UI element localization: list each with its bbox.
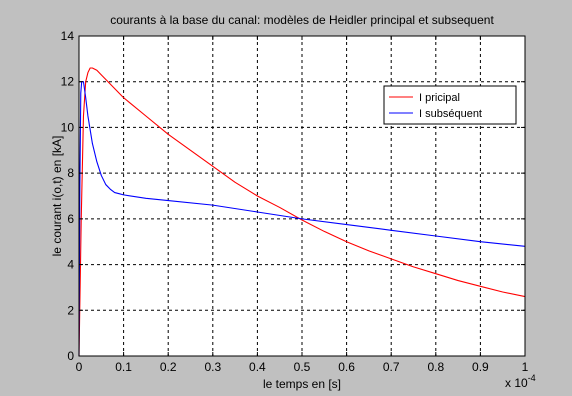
legend-box [383,85,517,125]
series-layer [78,67,526,357]
y-tick-label: 14 [61,29,75,43]
series-line-principal [78,67,526,357]
y-tick-label: 12 [61,75,75,89]
y-axis-title: le courant i(o,t) en [kA] [50,136,64,257]
y-tick-label: 4 [67,258,74,272]
x-multiplier: x 10-4 [505,373,536,390]
y-tick-label: 0 [67,349,74,363]
series-line-subsequent [78,81,526,357]
x-tick-label: 0.7 [383,360,400,374]
x-tick-label: 0.4 [249,360,266,374]
legend: I pricipal I subséquent [383,85,517,125]
y-tick-label: 6 [67,212,74,226]
y-tick-label: 10 [61,120,75,134]
x-tick-label: 0.3 [204,360,221,374]
x-axis-title: le temps en [s] [263,377,341,391]
x-tick-label: 1 [522,360,529,374]
x-tick-label: 0.2 [160,360,177,374]
x-tick-label: 0.8 [427,360,444,374]
y-tick-label: 8 [67,166,74,180]
x-multiplier-exponent: -4 [528,373,536,383]
x-tick-label: 0 [76,360,83,374]
y-tick-label: 2 [67,303,74,317]
x-tick-label: 0.1 [115,360,132,374]
legend-label-principal: I pricipal [419,92,460,104]
x-tick-label: 0.5 [294,360,311,374]
grid [79,36,525,356]
x-tick-label: 0.9 [472,360,489,374]
chart-title: courants à la base du canal: modèles de … [110,13,494,27]
legend-label-subsequent: I subséquent [419,108,482,120]
x-tick-label: 0.6 [338,360,355,374]
x-multiplier-base: x 10 [505,376,528,390]
